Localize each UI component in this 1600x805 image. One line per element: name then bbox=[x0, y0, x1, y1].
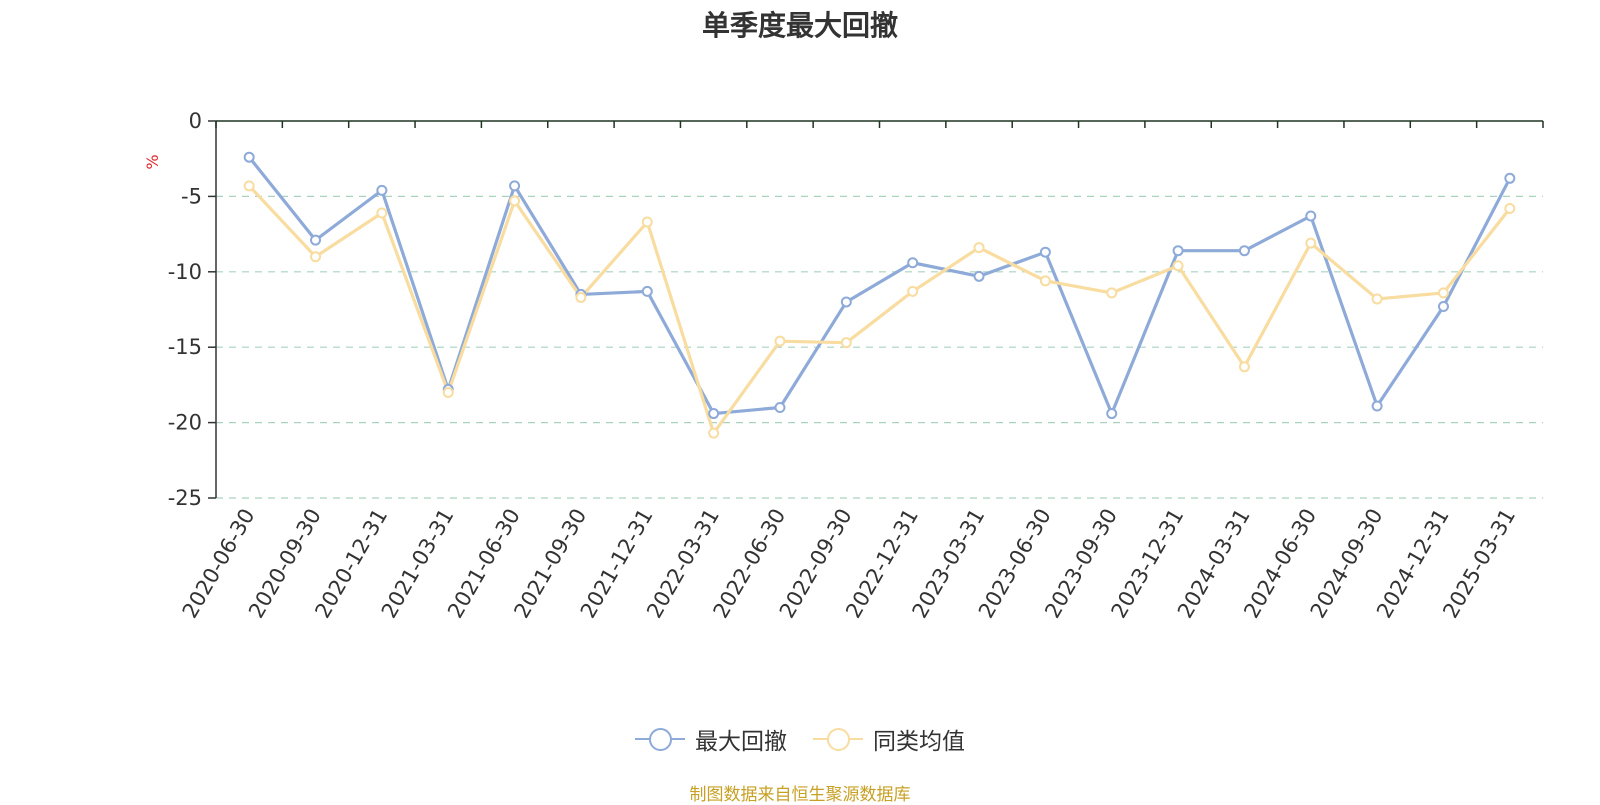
series-1-point bbox=[575, 291, 587, 303]
series-0-point bbox=[243, 151, 255, 163]
series-1-point bbox=[1106, 287, 1118, 299]
series-1-point bbox=[1504, 202, 1516, 214]
series-0-point bbox=[774, 402, 786, 414]
legend-item-peer-average[interactable]: 同类均值 bbox=[813, 722, 965, 756]
series-1-point bbox=[973, 242, 985, 254]
legend-marker-peer-average bbox=[813, 727, 863, 751]
series-1-point bbox=[1039, 275, 1051, 287]
x-tick-label: 2025-03-31 bbox=[1438, 505, 1520, 623]
series-0-point bbox=[1371, 400, 1383, 412]
series-0-point bbox=[1106, 408, 1118, 420]
series-0-point bbox=[641, 285, 653, 297]
series-0-point bbox=[1504, 172, 1516, 184]
series-0-point bbox=[1039, 246, 1051, 258]
y-tick-label: 0 bbox=[189, 109, 202, 133]
series-1-point bbox=[1172, 260, 1184, 272]
legend-label-peer-average: 同类均值 bbox=[873, 729, 965, 755]
y-tick-label: -10 bbox=[168, 260, 202, 284]
series-1-point bbox=[1305, 237, 1317, 249]
series-0-point bbox=[1172, 245, 1184, 257]
y-tick-label: -15 bbox=[168, 335, 202, 359]
legend-label-max-drawdown: 最大回撤 bbox=[695, 729, 787, 755]
data-source-note: 制图数据来自恒生聚源数据库 bbox=[689, 785, 911, 805]
series-0-point bbox=[1305, 210, 1317, 222]
series-0-point bbox=[973, 270, 985, 282]
series-0-point bbox=[708, 408, 720, 420]
y-tick-label: -20 bbox=[168, 411, 202, 435]
y-tick-label: -5 bbox=[181, 184, 202, 208]
series-0-point bbox=[1238, 245, 1250, 257]
series-0-point bbox=[840, 296, 852, 308]
series-1-point bbox=[376, 207, 388, 219]
legend-item-max-drawdown[interactable]: 最大回撤 bbox=[635, 722, 787, 756]
y-tick-label: -25 bbox=[168, 486, 202, 510]
series-0-point bbox=[310, 234, 322, 246]
legend-marker-max-drawdown bbox=[635, 727, 685, 751]
series-1-point bbox=[310, 251, 322, 263]
series-1-point bbox=[1437, 287, 1449, 299]
series-1-point bbox=[1371, 293, 1383, 305]
series-line-0 bbox=[247, 156, 1512, 416]
series-1-point bbox=[774, 335, 786, 347]
series-0-point bbox=[509, 180, 521, 192]
series-1-point bbox=[840, 337, 852, 349]
series-0-point bbox=[376, 184, 388, 196]
series-1-point bbox=[442, 386, 454, 398]
series-0-point bbox=[1437, 300, 1449, 312]
series-1-point bbox=[243, 180, 255, 192]
series-1-point bbox=[907, 285, 919, 297]
series-0-point bbox=[907, 257, 919, 269]
series-1-point bbox=[509, 195, 521, 207]
y-axis-unit-label: % bbox=[143, 154, 162, 169]
series-1-point bbox=[708, 427, 720, 439]
series-1-point bbox=[1238, 361, 1250, 373]
series-line-1 bbox=[248, 184, 1512, 435]
legend: 最大回撤 同类均值 bbox=[0, 722, 1600, 756]
series-1-point bbox=[641, 216, 653, 228]
chart-title: 单季度最大回撤 bbox=[701, 9, 898, 42]
